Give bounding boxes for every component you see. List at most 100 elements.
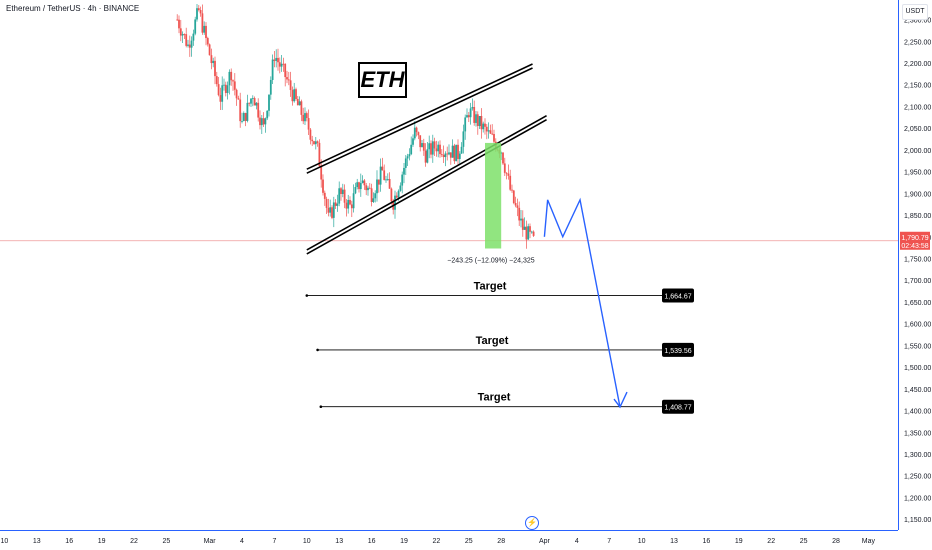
candle-body bbox=[331, 207, 333, 218]
y-tick-label: 1,900.00 bbox=[904, 191, 931, 198]
candle-body bbox=[224, 84, 227, 93]
y-tick-label: 1,450.00 bbox=[904, 387, 931, 394]
candle-body bbox=[286, 77, 288, 80]
candle-body bbox=[390, 188, 393, 202]
current-price-badge bbox=[900, 231, 930, 250]
candle-body bbox=[322, 179, 324, 193]
candle-body bbox=[354, 186, 357, 194]
candle-body bbox=[361, 180, 364, 183]
y-tick-label: 2,300.00 bbox=[904, 18, 931, 25]
candle-body bbox=[264, 118, 267, 125]
projection-path bbox=[543, 197, 621, 408]
wedge-lower-line bbox=[306, 115, 547, 251]
target-price-badge bbox=[662, 288, 694, 303]
candle-body bbox=[332, 202, 335, 218]
price-axis-bg bbox=[898, 0, 932, 550]
candlestick-series bbox=[176, 3, 535, 249]
candle-body bbox=[491, 133, 494, 135]
candle-body bbox=[399, 185, 402, 191]
candle-body bbox=[318, 142, 321, 167]
candle-body bbox=[430, 143, 432, 155]
candle-body bbox=[356, 182, 359, 187]
candle-body bbox=[383, 170, 386, 180]
candle-body bbox=[215, 76, 218, 85]
y-tick-label: 1,600.00 bbox=[904, 322, 931, 329]
currency-badge[interactable]: USDT bbox=[902, 4, 928, 20]
x-tick-label: 16 bbox=[368, 538, 376, 545]
candle-body bbox=[471, 106, 474, 109]
candle-body bbox=[341, 189, 344, 195]
candle-body bbox=[482, 123, 485, 130]
candle-body bbox=[241, 121, 243, 122]
candle-body bbox=[320, 166, 323, 180]
candle-body bbox=[462, 131, 465, 147]
candle-body bbox=[287, 79, 290, 81]
candle-body bbox=[397, 190, 400, 198]
x-tick-label: 16 bbox=[65, 538, 73, 545]
candle-body bbox=[248, 102, 251, 104]
candle-body bbox=[266, 110, 269, 119]
x-tick-label: 10 bbox=[1, 538, 9, 545]
x-tick-label: 28 bbox=[832, 538, 840, 545]
candle-body bbox=[424, 150, 427, 163]
candle-body bbox=[437, 144, 440, 152]
candle-body bbox=[484, 123, 486, 127]
candle-body bbox=[473, 106, 476, 123]
candle-body bbox=[185, 34, 188, 46]
y-tick-label: 1,850.00 bbox=[904, 213, 931, 220]
candle-body bbox=[394, 195, 396, 210]
candle-body bbox=[307, 118, 310, 130]
candle-body bbox=[460, 146, 463, 154]
candle-body bbox=[502, 152, 504, 164]
wedge-upper-line bbox=[306, 67, 533, 174]
candle-body bbox=[457, 144, 459, 159]
measure-box bbox=[485, 142, 502, 249]
candle-body bbox=[503, 163, 506, 173]
x-tick-label: 16 bbox=[703, 538, 711, 545]
y-tick-label: 1,300.00 bbox=[904, 452, 931, 459]
candle-body bbox=[259, 117, 261, 126]
candle-body bbox=[349, 199, 351, 205]
candle-body bbox=[278, 62, 281, 67]
candle-body bbox=[358, 182, 360, 190]
candle-body bbox=[372, 198, 375, 203]
candle-body bbox=[467, 115, 470, 118]
x-tick-label: 25 bbox=[465, 538, 473, 545]
target-price-label: 1,408.77 bbox=[664, 405, 691, 412]
x-tick-label: Mar bbox=[204, 538, 217, 545]
candle-body bbox=[442, 154, 445, 158]
candle-body bbox=[223, 84, 225, 86]
candle-body bbox=[493, 134, 495, 142]
candle-body bbox=[458, 153, 461, 159]
candle-body bbox=[271, 59, 274, 80]
symbol-title[interactable]: Ethereum / TetherUS · 4h · BINANCE bbox=[6, 4, 140, 13]
candle-body bbox=[217, 84, 220, 96]
candle-body bbox=[329, 207, 332, 213]
candle-body bbox=[343, 189, 346, 203]
candle-body bbox=[408, 154, 411, 157]
candle-body bbox=[512, 190, 515, 204]
candle-body bbox=[178, 19, 180, 29]
candle-body bbox=[419, 135, 422, 148]
candle-body bbox=[205, 25, 207, 39]
candle-body bbox=[235, 89, 238, 99]
candle-body bbox=[233, 81, 236, 90]
candle-body bbox=[448, 152, 450, 155]
y-tick-label: 1,200.00 bbox=[904, 495, 931, 502]
candle-body bbox=[246, 102, 249, 121]
candle-body bbox=[325, 198, 328, 208]
y-tick-label: 2,200.00 bbox=[904, 61, 931, 68]
x-tick-label: 28 bbox=[497, 538, 505, 545]
candle-body bbox=[219, 95, 222, 102]
candle-body bbox=[269, 79, 272, 95]
lightning-icon[interactable]: ⚡ bbox=[525, 516, 539, 530]
x-tick-label: 19 bbox=[735, 538, 743, 545]
candle-body bbox=[313, 141, 315, 145]
candle-body bbox=[359, 182, 362, 190]
x-tick-label: 10 bbox=[638, 538, 646, 545]
candle-body bbox=[511, 189, 513, 191]
candle-body bbox=[439, 144, 441, 155]
candle-body bbox=[251, 98, 254, 99]
y-tick-label: 2,150.00 bbox=[904, 83, 931, 90]
